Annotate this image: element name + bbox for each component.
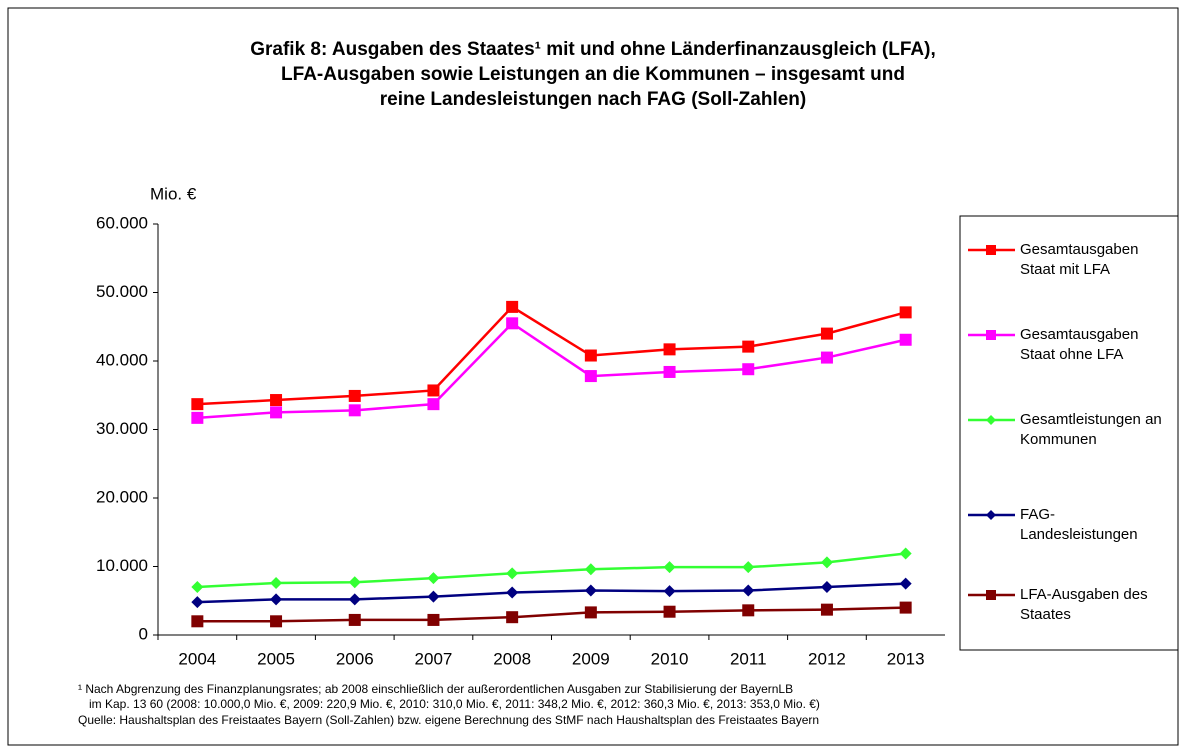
y-tick-label: 50.000	[96, 282, 148, 301]
legend-marker	[986, 245, 996, 255]
data-point	[348, 613, 361, 626]
legend-marker	[986, 510, 996, 520]
data-point	[663, 605, 676, 618]
data-point	[742, 363, 755, 376]
data-point	[663, 585, 676, 598]
legend-label: LFA-Ausgaben des Staates	[1020, 586, 1148, 623]
data-point	[820, 603, 833, 616]
data-point	[584, 370, 597, 383]
data-point	[191, 411, 204, 424]
legend-label: Gesamtausgaben Staat ohne LFA	[1020, 326, 1139, 363]
data-point	[663, 365, 676, 378]
data-point	[427, 590, 440, 603]
data-point	[742, 584, 755, 597]
data-point	[742, 340, 755, 353]
x-tick-label: 2008	[493, 649, 531, 668]
data-point	[270, 394, 283, 407]
data-point	[584, 584, 597, 597]
data-point	[427, 572, 440, 585]
y-tick-label: 0	[139, 624, 148, 643]
data-point	[899, 577, 912, 590]
x-tick-label: 2004	[178, 649, 216, 668]
data-point	[506, 567, 519, 580]
chart-title: reine Landesleistungen nach FAG (Soll-Za…	[380, 89, 807, 110]
data-point	[427, 613, 440, 626]
data-point	[584, 563, 597, 576]
y-tick-label: 60.000	[96, 213, 148, 232]
y-tick-label: 40.000	[96, 350, 148, 369]
x-tick-label: 2005	[257, 649, 295, 668]
chart-title: LFA-Ausgaben sowie Leistungen an die Kom…	[281, 64, 905, 85]
data-point	[191, 398, 204, 411]
data-point	[820, 556, 833, 569]
series-line	[197, 552, 906, 589]
legend-label: Gesamtausgaben Staat mit LFA	[1020, 241, 1139, 278]
data-point	[663, 343, 676, 356]
data-point	[506, 611, 519, 624]
x-tick-label: 2007	[415, 649, 453, 668]
y-tick-label: 10.000	[96, 556, 148, 575]
x-tick-label: 2009	[572, 649, 610, 668]
data-point	[506, 317, 519, 330]
footnote: ¹ Nach Abgrenzung des Finanzplanungsrate…	[78, 682, 793, 696]
data-point	[742, 604, 755, 617]
legend-label: Gesamtleistungen an Kommunen	[1020, 411, 1162, 448]
data-point	[348, 404, 361, 417]
x-tick-label: 2013	[887, 649, 925, 668]
series-line	[197, 305, 906, 406]
series-line	[197, 321, 906, 420]
data-point	[899, 306, 912, 319]
data-point	[899, 547, 912, 560]
data-point	[427, 384, 440, 397]
series-line	[197, 606, 906, 623]
data-point	[270, 406, 283, 419]
data-point	[820, 327, 833, 340]
legend-label: FAG-Landesleistungen	[1020, 506, 1138, 543]
data-point	[506, 586, 519, 599]
x-tick-label: 2011	[730, 649, 767, 668]
data-point	[348, 593, 361, 606]
data-point	[270, 615, 283, 628]
legend-marker	[986, 330, 996, 340]
data-point	[270, 576, 283, 589]
x-tick-label: 2006	[336, 649, 374, 668]
footnote: Quelle: Haushaltsplan des Freistaates Ba…	[78, 713, 819, 727]
data-point	[584, 606, 597, 619]
chart-title: Grafik 8: Ausgaben des Staates¹ mit und …	[250, 39, 936, 60]
data-point	[191, 615, 204, 628]
series-line	[197, 582, 906, 604]
x-tick-label: 2012	[808, 649, 846, 668]
legend-marker	[986, 415, 996, 425]
y-tick-label: 20.000	[96, 487, 148, 506]
data-point	[506, 300, 519, 313]
y-tick-label: 30.000	[96, 419, 148, 438]
legend-box	[959, 215, 1179, 651]
data-point	[899, 601, 912, 614]
data-point	[820, 581, 833, 594]
data-point	[348, 576, 361, 589]
data-point	[584, 349, 597, 362]
data-point	[663, 561, 676, 574]
data-point	[820, 351, 833, 364]
data-point	[270, 593, 283, 606]
data-point	[742, 561, 755, 574]
legend-marker	[986, 590, 996, 600]
data-point	[348, 389, 361, 402]
data-point	[427, 398, 440, 411]
data-point	[191, 596, 204, 609]
y-axis-label: Mio. €	[150, 184, 197, 203]
footnote: im Kap. 13 60 (2008: 10.000,0 Mio. €, 20…	[89, 697, 820, 711]
x-tick-label: 2010	[651, 649, 689, 668]
data-point	[191, 581, 204, 594]
data-point	[899, 333, 912, 346]
